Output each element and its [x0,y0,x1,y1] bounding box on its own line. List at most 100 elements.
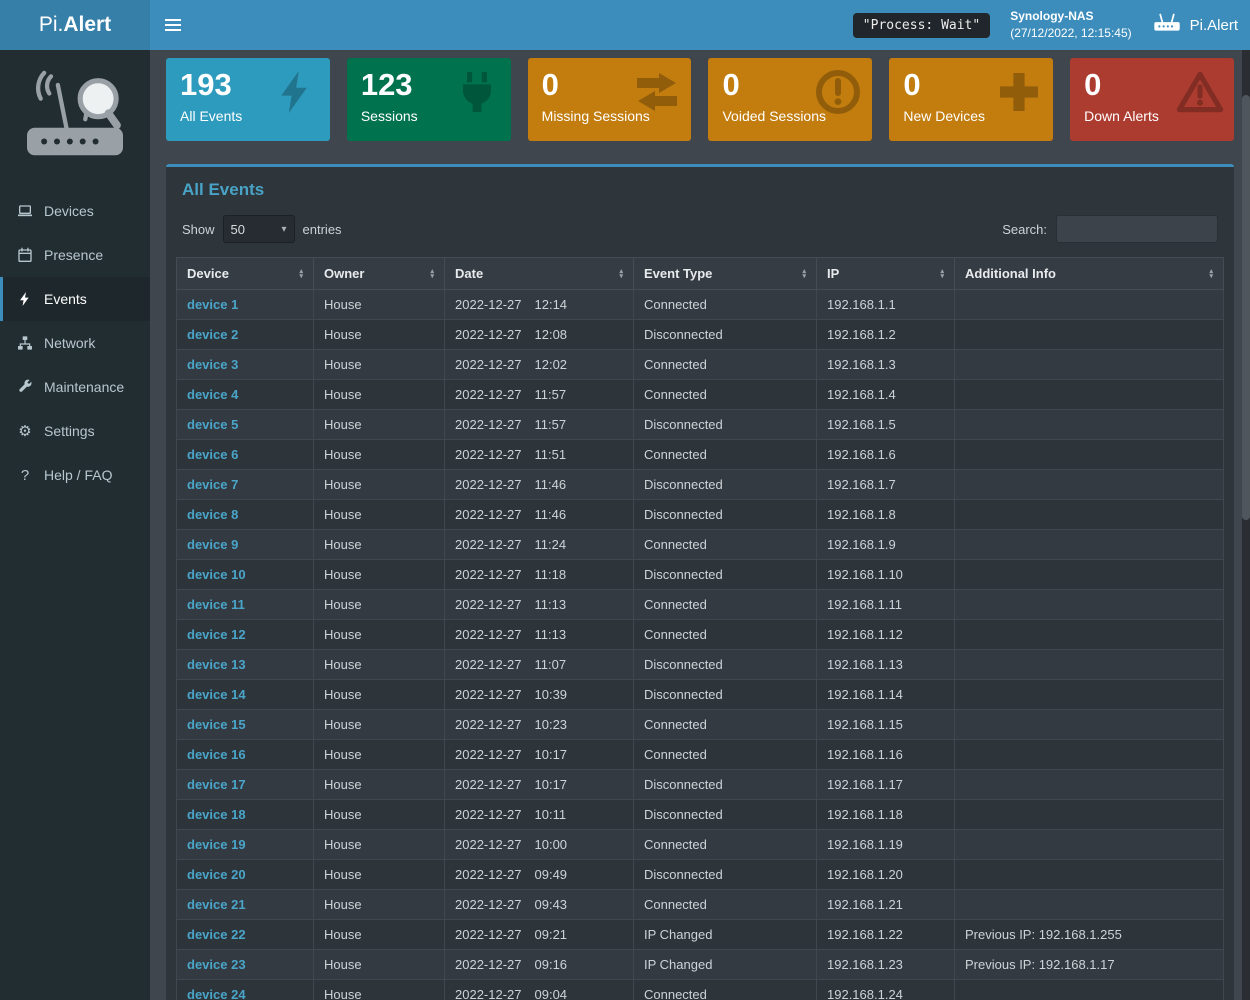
column-header-device[interactable]: Device ▴ ▾ [176,257,314,290]
column-header-event-type[interactable]: Event Type ▴ ▾ [633,257,817,290]
date-value: 2022-12-27 [455,957,522,972]
date-cell: 2022-12-27 11:57 [444,379,634,410]
events-table: Device ▴ ▾ Owner ▴ ▾ Date ▴ ▾ Event Type ▴ ▾ IP ▴ ▾ Add… [176,257,1224,1000]
card-sessions[interactable]: 123 Sessions [346,58,511,141]
device-link[interactable]: device 21 [187,897,246,912]
device-link[interactable]: device 15 [187,717,246,732]
table-row: device 9 House 2022-12-27 11:24 Connected 192… [176,529,1224,560]
device-link[interactable]: device 4 [187,387,239,402]
date-cell: 2022-12-27 10:23 [444,709,634,740]
sidebar-item-label: Network [44,335,96,351]
network-icon [16,335,34,351]
event-type-cell: Connected [633,829,817,860]
plus-icon [995,68,1043,116]
date-value: 2022-12-27 [455,537,522,552]
header-brand[interactable]: Pi.Alert [1152,12,1238,38]
device-cell: device 16 [176,739,314,770]
time-value: 12:14 [534,297,568,312]
sidebar-item-events[interactable]: Events [0,277,150,321]
sidebar-toggle-button[interactable] [150,0,195,50]
navbar-right: "Process: Wait" Synology-NAS (27/12/2022… [852,8,1250,43]
table-row: device 20 House 2022-12-27 09:49 Disconnecte… [176,859,1224,890]
device-link[interactable]: device 8 [187,507,239,522]
event-type-cell: Connected [633,349,817,380]
exchange-arrows-icon [633,68,681,116]
scrollbar-thumb[interactable] [1242,95,1250,520]
device-link[interactable]: device 17 [187,777,246,792]
event-type-cell: Disconnected [633,679,817,710]
sidebar-item-devices[interactable]: Devices [0,189,150,233]
device-link[interactable]: device 9 [187,537,239,552]
device-link[interactable]: device 22 [187,927,246,942]
device-link[interactable]: device 11 [187,597,245,612]
question-icon: ? [20,466,30,484]
device-link[interactable]: device 23 [187,957,246,972]
sidebar-item-label: Presence [44,247,104,263]
page-length-control: Show 50 ▾ entries [182,215,342,243]
device-link[interactable]: device 12 [187,627,246,642]
device-link[interactable]: device 14 [187,687,246,702]
owner-cell: House [313,979,445,1000]
card-all-events[interactable]: 193 All Events [166,58,330,141]
device-link[interactable]: device 2 [187,327,239,342]
top-navbar: "Process: Wait" Synology-NAS (27/12/2022… [150,0,1250,50]
bolt-icon [272,68,320,116]
card-down-alerts[interactable]: 0 Down Alerts [1070,58,1234,141]
card-missing-sessions[interactable]: 0 Missing Sessions [527,58,692,141]
event-type-cell: Disconnected [633,559,817,590]
device-link[interactable]: device 19 [187,837,246,852]
sidebar-item-maintenance[interactable]: Maintenance [0,365,150,409]
device-cell: device 2 [176,319,314,350]
device-link[interactable]: device 10 [187,567,246,582]
additional-info-cell [954,829,1224,860]
additional-info-cell [954,709,1224,740]
device-link[interactable]: device 5 [187,417,239,432]
time-value: 10:17 [534,747,568,762]
column-header-ip[interactable]: IP ▴ ▾ [816,257,955,290]
date-value: 2022-12-27 [455,477,522,492]
page-length-select[interactable]: 50 ▾ [222,215,295,243]
device-link[interactable]: device 16 [187,747,246,762]
time-value: 09:04 [534,987,568,1000]
device-cell: device 17 [176,769,314,800]
sidebar-item-help-faq[interactable]: ? Help / FAQ [0,453,150,497]
ip-cell: 192.168.1.13 [816,649,955,680]
column-header-owner[interactable]: Owner ▴ ▾ [313,257,445,290]
device-link[interactable]: device 18 [187,807,246,822]
sidebar-item-settings[interactable]: ⚙ Settings [0,409,150,453]
device-link[interactable]: device 13 [187,657,246,672]
ip-cell: 192.168.1.6 [816,439,955,470]
sort-icon: ▴ ▾ [802,267,806,280]
column-header-additional-info[interactable]: Additional Info ▴ ▾ [954,257,1224,290]
additional-info-cell [954,529,1224,560]
device-link[interactable]: device 7 [187,477,239,492]
ip-cell: 192.168.1.16 [816,739,955,770]
table-row: device 11 House 2022-12-27 11:13 Connected 19… [176,589,1224,620]
device-link[interactable]: device 3 [187,357,239,372]
column-header-date[interactable]: Date ▴ ▾ [444,257,634,290]
card-voided-sessions[interactable]: 0 Voided Sessions [708,58,873,141]
app-logo[interactable]: Pi. Alert [0,0,150,50]
event-type-cell: Connected [633,739,817,770]
device-link[interactable]: device 24 [187,987,246,1000]
scrollbar[interactable] [1242,50,1250,1000]
search-input[interactable] [1056,215,1218,243]
device-link[interactable]: device 6 [187,447,239,462]
router-icon [1152,12,1182,38]
sidebar-item-presence[interactable]: Presence [0,233,150,277]
date-value: 2022-12-27 [455,417,522,432]
sidebar-item-network[interactable]: Network [0,321,150,365]
owner-cell: House [313,859,445,890]
top-header: Pi. Alert "Process: Wait" Synology-NAS (2… [0,0,1250,50]
card-label: Voided Sessions [722,108,827,124]
event-type-cell: Connected [633,589,817,620]
owner-cell: House [313,499,445,530]
owner-cell: House [313,949,445,980]
date-cell: 2022-12-27 09:21 [444,919,634,950]
table-row: device 6 House 2022-12-27 11:51 Connected 192… [176,439,1224,470]
owner-cell: House [313,529,445,560]
device-link[interactable]: device 1 [187,297,239,312]
card-new-devices[interactable]: 0 New Devices [889,58,1054,141]
device-cell: device 15 [176,709,314,740]
device-link[interactable]: device 20 [187,867,246,882]
